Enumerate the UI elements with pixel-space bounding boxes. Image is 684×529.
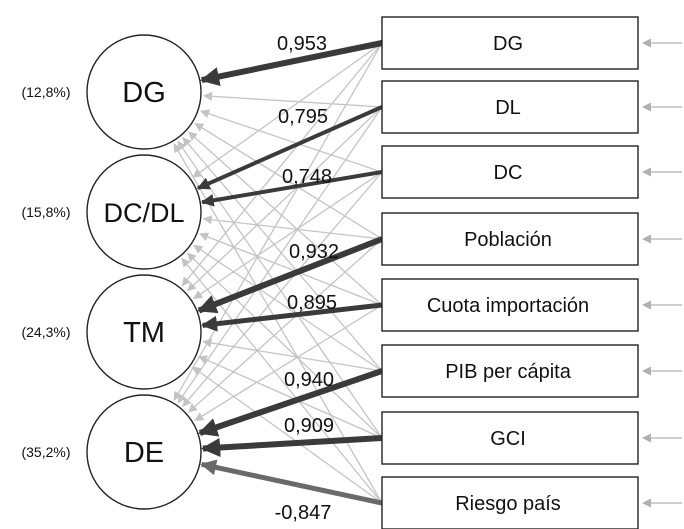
indicator-label: PIB per cápita [445, 361, 572, 383]
cross-loading-path [191, 366, 383, 504]
indicator-nodes: DG DL DC Población Cuota importación PIB per … [381, 16, 639, 529]
cross-loading-path [186, 252, 383, 439]
indicator-box [381, 278, 639, 332]
loading-value-label: 0,953 [277, 33, 327, 55]
cross-loading-path [182, 136, 383, 372]
loading-path [196, 105, 383, 191]
cross-loading-path [202, 91, 383, 108]
cross-loading-path [202, 338, 383, 372]
loading-value-label: 0,895 [287, 292, 337, 314]
loading-value-label: -0,847 [275, 502, 332, 524]
loading-path [197, 236, 384, 314]
variance-label: (15,8%) [21, 204, 70, 220]
factor-name: TM [123, 317, 165, 349]
factor-nodes: DG (12,8%) DC/DL (15,8%) TM (24,3%) DE (35,2%) [21, 34, 202, 510]
factor-circle [86, 154, 202, 270]
variance-label: (24,3%) [21, 324, 70, 340]
loading-value-label: 0,932 [289, 241, 339, 263]
loading-paths [196, 40, 384, 506]
variance-label: (35,2%) [21, 444, 70, 460]
cross-loading-path [177, 140, 383, 439]
factor-name: DE [124, 437, 164, 469]
loading-labels: 0,953 0,795 0,748 0,932 0,895 0,940 0,909 -0,84… [275, 33, 339, 524]
loading-value-label: 0,909 [284, 415, 334, 437]
cross-loading-path [188, 238, 383, 413]
cross-loading-path [182, 171, 383, 407]
indicator-label: Población [464, 229, 552, 251]
indicator-box [381, 344, 639, 398]
cross-loading-path [181, 42, 383, 287]
loading-path [199, 40, 383, 87]
variance-label: (12,8%) [21, 84, 70, 100]
cross-loading-path [177, 106, 383, 404]
indicator-box [381, 16, 639, 70]
loading-path [198, 368, 383, 437]
factor-circle [86, 274, 202, 390]
indicator-label: Riesgo país [455, 493, 561, 515]
indicator-label: DG [493, 33, 523, 55]
indicator-label: Cuota importación [427, 295, 589, 317]
cross-loading-path [200, 109, 383, 173]
factor-circle [86, 394, 202, 510]
indicator-box [381, 145, 639, 199]
loading-path [200, 459, 383, 506]
cross-loading-path [194, 304, 383, 422]
cross-loading-path [199, 232, 383, 306]
indicator-box [381, 212, 639, 266]
cross-loading-path [193, 171, 383, 300]
factor-name: DG [122, 77, 166, 109]
indicator-box [381, 411, 639, 465]
error-arrows [642, 38, 682, 508]
cross-loading-path [197, 355, 383, 439]
factor-name: DC/DL [103, 198, 184, 228]
cross-loading-path [173, 42, 383, 401]
loading-value-label: 0,940 [284, 369, 334, 391]
loading-path [200, 435, 383, 458]
cross-loading-path [194, 122, 383, 240]
indicator-box [381, 476, 639, 529]
loading-path [201, 302, 383, 332]
loading-value-label: 0,795 [278, 106, 328, 128]
indicator-label: GCI [490, 428, 526, 450]
cross-loading-path [186, 106, 383, 292]
loading-value-label: 0,748 [282, 166, 332, 188]
cross-loading-path [188, 131, 383, 306]
factor-circle [86, 34, 202, 150]
indicator-label: DL [495, 97, 521, 119]
cross-loading-path [192, 42, 383, 178]
indicator-box [381, 80, 639, 134]
indicator-label: DC [494, 162, 523, 184]
cross-loading-path [193, 244, 383, 372]
loading-path [200, 170, 383, 207]
